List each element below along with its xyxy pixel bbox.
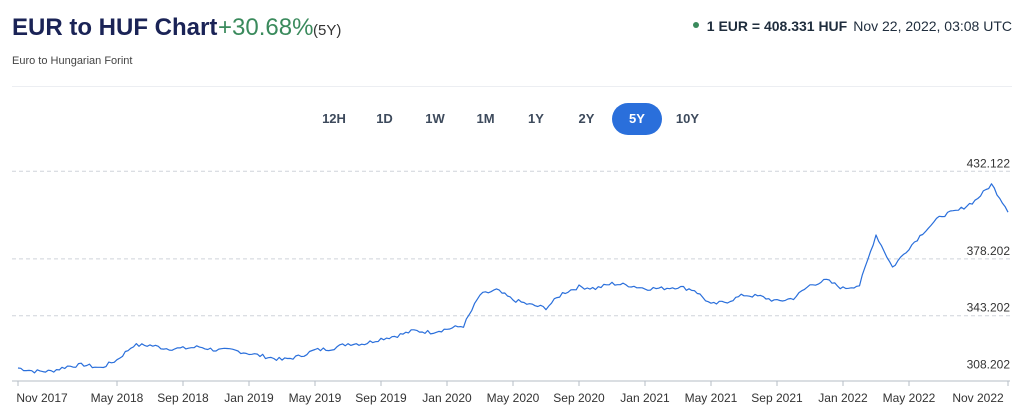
y-axis-ticks: 432.122 378.202 343.202 308.202: [967, 156, 1011, 371]
percent-change: +30.68%: [218, 14, 314, 41]
x-tick-label: Sep 2020: [553, 391, 605, 405]
tab-2y[interactable]: 2Y: [578, 111, 595, 126]
x-tick-label: Jan 2021: [620, 391, 670, 405]
y-tick-label: 378.202: [967, 244, 1011, 258]
chart-grid: [12, 170, 1010, 317]
x-tick-label: May 2022: [883, 391, 936, 405]
page-title: EUR to HUF Chart: [12, 14, 218, 41]
x-tick-label: May 2020: [487, 391, 540, 405]
x-tick-label: May 2021: [685, 391, 738, 405]
x-tick-label: Jan 2019: [224, 391, 274, 405]
tab-1m[interactable]: 1M: [476, 111, 495, 126]
period-label: (5Y): [313, 22, 342, 39]
page-subtitle: Euro to Hungarian Forint: [12, 55, 133, 67]
x-tick-label: May 2019: [289, 391, 342, 405]
tab-1y[interactable]: 1Y: [528, 111, 544, 126]
live-dot-icon: [692, 22, 699, 29]
tab-1d[interactable]: 1D: [376, 111, 393, 126]
x-tick-label: Nov 2017: [16, 391, 68, 405]
exchange-rate-chart: 432.122 378.202 343.202 308.202 Nov 2017 May…: [12, 156, 1011, 405]
header-divider: [12, 86, 1012, 87]
y-tick-label: 432.122: [967, 156, 1011, 170]
tab-5y[interactable]: 5Y: [612, 103, 662, 135]
x-tick-label: Nov 2022: [952, 391, 1004, 405]
rate-pair: 1 EUR = 408.331 HUF: [706, 18, 848, 34]
y-tick-label: 308.202: [967, 358, 1011, 372]
chart-header: EUR to HUF Chart +30.68% (5Y) Euro to Hu…: [12, 12, 1012, 72]
y-tick-label: 343.202: [967, 301, 1011, 315]
x-tick-label: May 2018: [91, 391, 144, 405]
x-tick-label: Sep 2019: [355, 391, 407, 405]
period-tabs: 12H 1D 1W 1M 1Y 2Y 5Y 10Y: [309, 103, 713, 137]
x-axis-ticks: Nov 2017 May 2018 Sep 2018 Jan 2019 May 2019…: [16, 381, 1009, 405]
rate-line: [17, 183, 1009, 374]
rate-timestamp: Nov 22, 2022, 03:08 UTC: [853, 18, 1012, 34]
x-tick-label: Sep 2021: [751, 391, 803, 405]
x-tick-label: Jan 2020: [422, 391, 472, 405]
x-tick-label: Sep 2018: [157, 391, 209, 405]
tab-12h[interactable]: 12H: [322, 111, 346, 126]
tab-1w[interactable]: 1W: [425, 111, 445, 126]
current-rate: 1 EUR = 408.331 HUF Nov 22, 2022, 03:08 U…: [692, 18, 1012, 34]
x-tick-label: Jan 2022: [818, 391, 868, 405]
tab-10y[interactable]: 10Y: [675, 111, 700, 126]
